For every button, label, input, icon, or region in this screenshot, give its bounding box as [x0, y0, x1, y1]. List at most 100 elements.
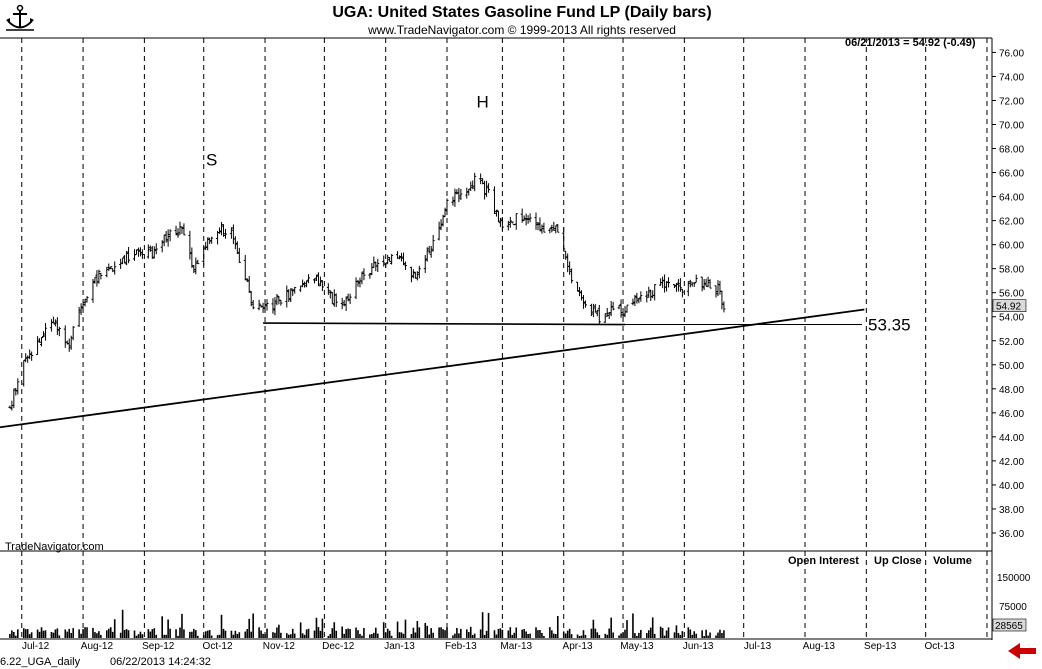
legend-open-interest: Open Interest: [788, 555, 859, 567]
price-bar: [180, 226, 184, 234]
price-bar: [332, 289, 336, 307]
head-label: H: [476, 93, 488, 112]
price-bar: [425, 247, 429, 262]
price-bar: [202, 246, 206, 266]
x-tick-label: Nov-12: [263, 641, 296, 652]
price-bar: [287, 289, 291, 302]
price-bar: [494, 209, 498, 217]
x-tick-label: Oct-12: [203, 641, 233, 652]
price-bar: [318, 276, 322, 287]
price-bar: [257, 299, 261, 311]
price-bar: [548, 228, 552, 234]
chart-title: UGA: United States Gasoline Fund LP (Dai…: [332, 4, 711, 21]
neckline-value-label: 53.35: [868, 316, 911, 335]
left-arrow-icon[interactable]: [1004, 640, 1042, 662]
price-bar: [536, 222, 540, 231]
price-bar: [667, 277, 671, 288]
price-bar: [437, 221, 441, 241]
price-bar: [506, 220, 510, 231]
price-bar: [233, 236, 237, 250]
price-bar: [540, 224, 544, 234]
price-bar: [196, 259, 200, 265]
price-bar: [289, 288, 293, 303]
trendline: [0, 308, 865, 429]
price-bar: [79, 303, 83, 316]
price-bar: [362, 268, 366, 281]
y-tick-label: 38.00: [999, 505, 1024, 516]
price-bar: [498, 217, 502, 227]
price-bar: [423, 255, 427, 274]
copyright-line: www.TradeNavigator.com © 1999-2013 All r…: [367, 23, 676, 37]
y-tick-label: 62.00: [999, 217, 1024, 228]
price-bar: [307, 274, 311, 284]
price-bar: [556, 224, 560, 233]
price-bar: [223, 228, 227, 239]
price-bar: [386, 254, 390, 265]
y-tick-label: 74.00: [999, 72, 1024, 83]
price-bar: [676, 279, 680, 292]
y-tick-label: 54.00: [999, 313, 1024, 324]
price-bar: [665, 281, 669, 292]
price-bar: [231, 224, 235, 245]
price-bar: [36, 336, 40, 355]
price-bar: [526, 215, 530, 224]
price-bar: [121, 257, 125, 265]
y-tick-label: 48.00: [999, 385, 1024, 396]
last-price-box: [992, 299, 1027, 312]
price-bar: [113, 261, 117, 275]
price-bar: [40, 337, 44, 347]
price-bar: [293, 286, 297, 294]
price-bar: [441, 214, 445, 227]
price-bar: [520, 208, 524, 223]
price-bar: [176, 228, 180, 238]
price-bar: [722, 301, 726, 313]
price-bar: [692, 282, 696, 287]
price-bar: [659, 278, 663, 286]
last-volume-label: 28565: [995, 621, 1023, 632]
price-bar: [261, 302, 265, 313]
price-bar: [388, 257, 392, 263]
price-bar: [415, 271, 419, 281]
price-bar: [127, 247, 131, 264]
ship-anchor-icon[interactable]: [4, 4, 36, 32]
price-bar: [538, 217, 542, 232]
price-bar: [243, 254, 247, 281]
price-bar: [83, 298, 87, 307]
price-bar: [649, 289, 653, 301]
price-bar: [492, 186, 496, 215]
x-tick-label: Sep-13: [864, 641, 897, 652]
price-bar: [522, 215, 526, 222]
price-bar: [43, 323, 47, 341]
price-bar: [384, 263, 388, 268]
price-bar: [303, 281, 307, 288]
price-bar: [469, 181, 473, 192]
watermark: TradeNavigator.com: [5, 541, 104, 553]
price-bar: [576, 281, 580, 292]
price-bar: [382, 255, 386, 267]
x-tick-label: Sep-12: [142, 641, 175, 652]
date-axis: Jul-12 Aug-12 Sep-12 Oct-12 Nov-12 Dec-12 Jan-…: [22, 641, 955, 652]
last-price-label: 54.92: [996, 302, 1021, 313]
price-bar: [210, 236, 214, 244]
price-bar: [28, 349, 32, 360]
price-bar: [154, 243, 158, 255]
price-bar: [49, 319, 53, 332]
price-bar: [645, 291, 649, 303]
price-bar: [71, 326, 75, 341]
price-bar: [672, 284, 676, 289]
price-bar: [150, 245, 154, 259]
y-tick-label: 72.00: [999, 96, 1024, 107]
price-bar: [138, 247, 142, 257]
price-bar: [663, 274, 667, 293]
price-bar: [301, 279, 305, 288]
price-bar: [330, 291, 334, 305]
price-bar: [704, 278, 708, 287]
price-bar: [204, 241, 208, 251]
price-bar: [714, 285, 718, 298]
price-bar: [146, 244, 150, 259]
price-bar: [570, 268, 574, 284]
price-bar: [218, 227, 222, 234]
price-bar: [334, 293, 338, 308]
x-tick-label: Apr-13: [563, 641, 593, 652]
